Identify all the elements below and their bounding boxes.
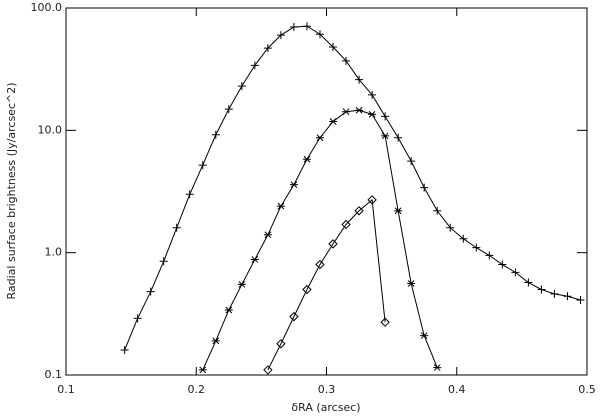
data-point bbox=[250, 61, 259, 70]
data-point bbox=[198, 366, 207, 374]
data-point bbox=[237, 82, 246, 91]
data-point bbox=[341, 219, 351, 230]
data-point bbox=[368, 111, 377, 118]
data-point bbox=[420, 332, 429, 339]
data-point bbox=[302, 22, 311, 31]
x-tick-label: 0.2 bbox=[188, 383, 206, 396]
data-point bbox=[289, 181, 298, 188]
data-point bbox=[185, 190, 194, 199]
data-point bbox=[355, 75, 364, 84]
series-line bbox=[267, 198, 386, 371]
y-tick-label: 1.0 bbox=[45, 246, 63, 259]
data-point bbox=[472, 243, 481, 252]
data-point bbox=[276, 339, 286, 349]
x-tick-label: 0.3 bbox=[318, 383, 336, 396]
data-point bbox=[511, 268, 520, 277]
data-point bbox=[120, 346, 129, 355]
data-point bbox=[420, 183, 429, 192]
plot-area bbox=[120, 22, 585, 375]
data-point bbox=[498, 260, 507, 269]
data-point bbox=[329, 42, 338, 51]
x-axis-label: δRA (arcsec) bbox=[291, 401, 360, 414]
y-axis-label: Radial surface brightness (Jy/arcsec^2) bbox=[5, 82, 18, 299]
data-point bbox=[328, 239, 338, 249]
y-tick-label: 100.0 bbox=[31, 1, 63, 14]
y-tick-label: 0.1 bbox=[45, 368, 63, 381]
data-point bbox=[394, 133, 403, 142]
data-point bbox=[394, 207, 403, 215]
data-point bbox=[159, 257, 168, 266]
series-line bbox=[124, 25, 581, 351]
data-point bbox=[315, 259, 325, 270]
series-line bbox=[202, 109, 438, 371]
data-point bbox=[237, 281, 246, 288]
data-point bbox=[276, 202, 285, 210]
data-point bbox=[576, 296, 585, 305]
data-point bbox=[315, 30, 324, 39]
data-point bbox=[380, 317, 390, 327]
data-point bbox=[224, 105, 233, 114]
data-point bbox=[302, 284, 312, 295]
data-point bbox=[211, 337, 220, 345]
data-point bbox=[224, 306, 233, 314]
data-point bbox=[367, 195, 377, 205]
data-point bbox=[355, 106, 364, 114]
data-point bbox=[433, 206, 442, 215]
data-point bbox=[198, 161, 207, 170]
data-point bbox=[381, 112, 390, 121]
data-point bbox=[342, 56, 351, 65]
data-point bbox=[263, 365, 273, 375]
data-point bbox=[276, 31, 285, 40]
data-point bbox=[485, 251, 494, 260]
data-point bbox=[263, 231, 272, 239]
data-point bbox=[289, 311, 299, 322]
data-point bbox=[211, 130, 220, 139]
data-point bbox=[146, 287, 155, 296]
x-tick-label: 0.1 bbox=[57, 383, 75, 396]
data-point bbox=[133, 314, 142, 323]
y-tick-label: 10.0 bbox=[38, 123, 63, 136]
data-point bbox=[459, 234, 468, 243]
data-point bbox=[263, 44, 272, 53]
data-point bbox=[250, 256, 259, 263]
data-point bbox=[433, 364, 442, 371]
data-point bbox=[407, 280, 416, 287]
data-point bbox=[329, 118, 338, 125]
plot-frame bbox=[65, 7, 588, 376]
data-point bbox=[302, 155, 311, 163]
data-point bbox=[446, 223, 455, 232]
data-point bbox=[407, 157, 416, 166]
x-tick-label: 0.4 bbox=[448, 383, 466, 396]
data-point bbox=[537, 285, 546, 294]
data-point bbox=[381, 132, 390, 140]
data-point bbox=[368, 90, 377, 99]
data-point bbox=[524, 278, 533, 287]
data-point bbox=[342, 108, 351, 116]
data-point bbox=[172, 223, 181, 232]
data-point bbox=[550, 289, 559, 298]
data-point bbox=[354, 206, 364, 216]
data-point bbox=[315, 134, 324, 142]
x-tick-label: 0.5 bbox=[578, 383, 596, 396]
data-point bbox=[563, 292, 572, 301]
data-point bbox=[289, 22, 298, 31]
